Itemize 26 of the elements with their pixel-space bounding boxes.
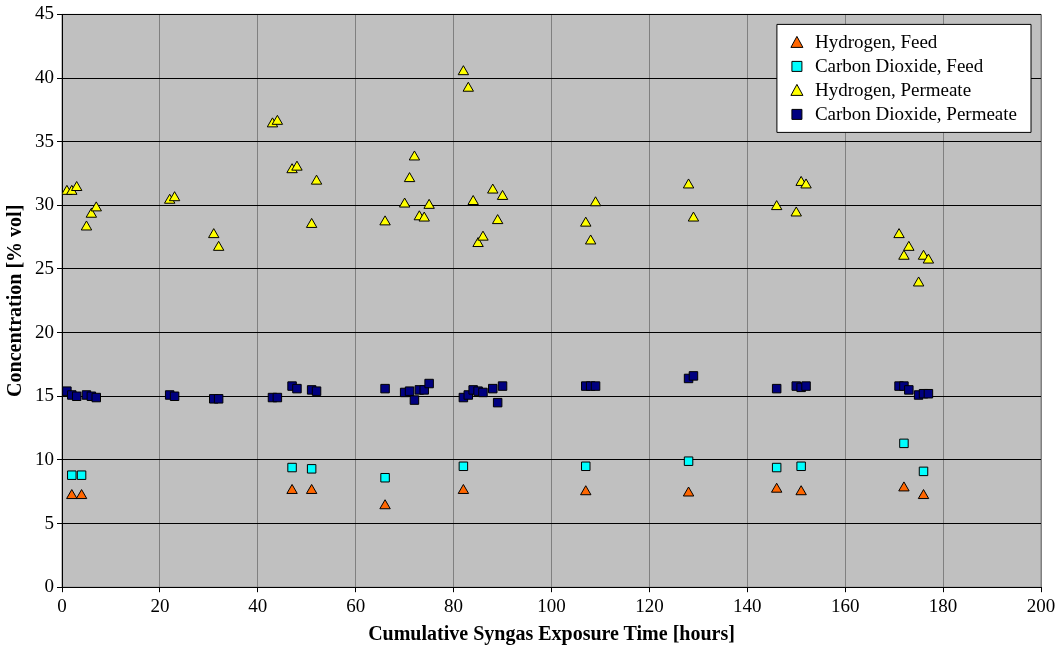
y-tick-label: 5 <box>44 511 54 533</box>
x-tick-label: 160 <box>830 594 860 616</box>
legend-label: Hydrogen, Permeate <box>814 79 972 101</box>
y-tick-label: 45 <box>35 2 54 24</box>
x-tick-label: 20 <box>150 594 170 616</box>
legend-label: Hydrogen, Feed <box>814 31 938 53</box>
x-tick-label: 180 <box>928 594 958 616</box>
x-tick-label: 80 <box>444 594 464 616</box>
y-tick-label: 40 <box>35 66 54 88</box>
x-tick-label: 140 <box>733 594 762 616</box>
y-tick-label: 10 <box>35 447 54 469</box>
y-tick-label: 20 <box>35 320 54 342</box>
x-tick-label: 200 <box>1026 594 1056 616</box>
y-tick-label: 25 <box>35 256 54 278</box>
y-tick-label: 30 <box>35 193 54 215</box>
y-tick-label: 0 <box>44 575 54 597</box>
x-tick-label: 120 <box>635 594 664 616</box>
x-tick-label: 60 <box>346 594 366 616</box>
x-tick-label: 100 <box>537 594 566 616</box>
legend-label: Carbon Dioxide, Permeate <box>814 103 1018 125</box>
x-axis-title: Cumulative Syngas Exposure Time [hours] <box>368 622 735 646</box>
legend-label: Carbon Dioxide, Feed <box>814 55 984 77</box>
y-tick-label: 15 <box>35 384 54 406</box>
y-axis-title: Concentration [% vol] <box>3 204 26 397</box>
x-tick-label: 40 <box>248 594 268 616</box>
y-tick-label: 35 <box>35 129 54 151</box>
